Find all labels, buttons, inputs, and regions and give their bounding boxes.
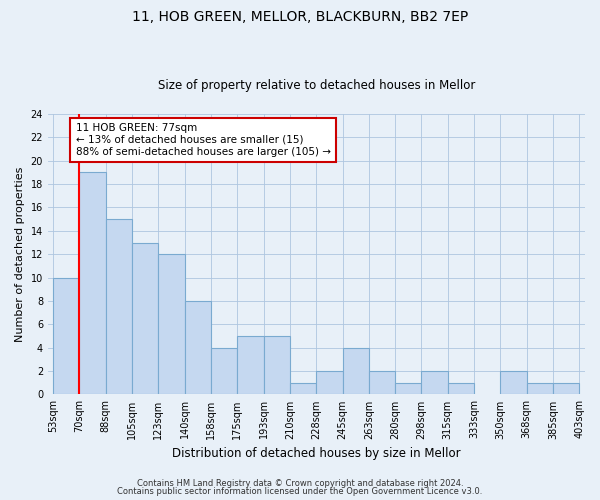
Bar (369, 371, 395, 394)
Text: 11 HOB GREEN: 77sqm
← 13% of detached houses are smaller (15)
88% of semi-detach: 11 HOB GREEN: 77sqm ← 13% of detached ho… (76, 124, 331, 156)
Bar (238, 336, 263, 394)
Bar (263, 336, 290, 394)
Bar (106, 219, 132, 394)
Bar (316, 371, 343, 394)
Text: Contains HM Land Registry data © Crown copyright and database right 2024.: Contains HM Land Registry data © Crown c… (137, 478, 463, 488)
Text: 11, HOB GREEN, MELLOR, BLACKBURN, BB2 7EP: 11, HOB GREEN, MELLOR, BLACKBURN, BB2 7E… (132, 10, 468, 24)
Bar (448, 382, 474, 394)
Bar (53, 278, 79, 394)
Bar (290, 382, 316, 394)
Bar (211, 348, 238, 395)
Bar (395, 382, 421, 394)
Y-axis label: Number of detached properties: Number of detached properties (15, 166, 25, 342)
Bar (158, 254, 185, 394)
Bar (79, 172, 106, 394)
Bar (553, 382, 579, 394)
X-axis label: Distribution of detached houses by size in Mellor: Distribution of detached houses by size … (172, 447, 461, 460)
Title: Size of property relative to detached houses in Mellor: Size of property relative to detached ho… (158, 79, 475, 92)
Text: Contains public sector information licensed under the Open Government Licence v3: Contains public sector information licen… (118, 487, 482, 496)
Bar (132, 242, 158, 394)
Bar (527, 382, 553, 394)
Bar (343, 348, 369, 395)
Bar (421, 371, 448, 394)
Bar (185, 301, 211, 394)
Bar (500, 371, 527, 394)
